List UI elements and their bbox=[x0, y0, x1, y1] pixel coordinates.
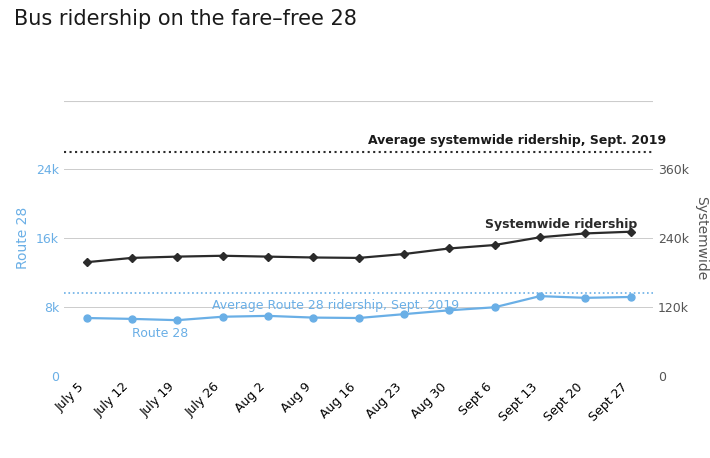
Text: Average Route 28 ridership, Sept. 2019: Average Route 28 ridership, Sept. 2019 bbox=[212, 299, 459, 312]
Text: Bus ridership on the fare–free 28: Bus ridership on the fare–free 28 bbox=[14, 9, 357, 29]
Y-axis label: Route 28: Route 28 bbox=[16, 207, 31, 269]
Text: Route 28: Route 28 bbox=[132, 327, 188, 340]
Text: Systemwide ridership: Systemwide ridership bbox=[486, 218, 638, 231]
Y-axis label: Systemwide: Systemwide bbox=[694, 196, 709, 280]
Text: Average systemwide ridership, Sept. 2019: Average systemwide ridership, Sept. 2019 bbox=[368, 134, 666, 147]
